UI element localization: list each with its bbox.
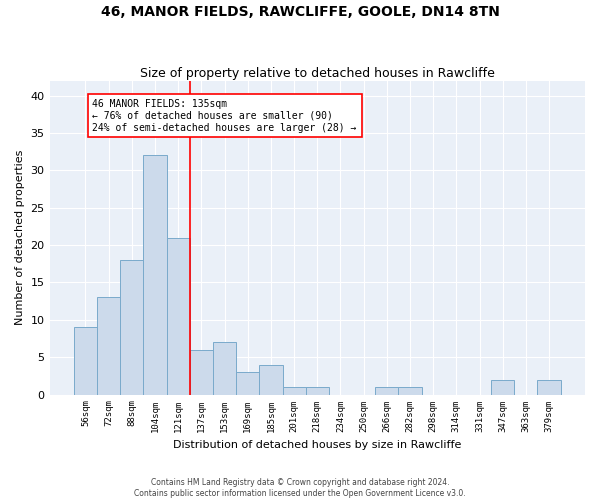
Bar — [259, 364, 283, 394]
Bar — [97, 298, 120, 394]
Y-axis label: Number of detached properties: Number of detached properties — [15, 150, 25, 326]
X-axis label: Distribution of detached houses by size in Rawcliffe: Distribution of detached houses by size … — [173, 440, 461, 450]
Text: 46, MANOR FIELDS, RAWCLIFFE, GOOLE, DN14 8TN: 46, MANOR FIELDS, RAWCLIFFE, GOOLE, DN14… — [101, 5, 499, 19]
Bar — [120, 260, 143, 394]
Text: Contains HM Land Registry data © Crown copyright and database right 2024.
Contai: Contains HM Land Registry data © Crown c… — [134, 478, 466, 498]
Bar — [305, 387, 329, 394]
Bar — [375, 387, 398, 394]
Bar — [236, 372, 259, 394]
Bar — [398, 387, 422, 394]
Bar — [74, 328, 97, 394]
Bar — [283, 387, 305, 394]
Bar — [213, 342, 236, 394]
Bar — [190, 350, 213, 395]
Bar — [167, 238, 190, 394]
Bar — [538, 380, 560, 394]
Text: 46 MANOR FIELDS: 135sqm
← 76% of detached houses are smaller (90)
24% of semi-de: 46 MANOR FIELDS: 135sqm ← 76% of detache… — [92, 100, 357, 132]
Bar — [491, 380, 514, 394]
Title: Size of property relative to detached houses in Rawcliffe: Size of property relative to detached ho… — [140, 66, 495, 80]
Bar — [143, 156, 167, 394]
